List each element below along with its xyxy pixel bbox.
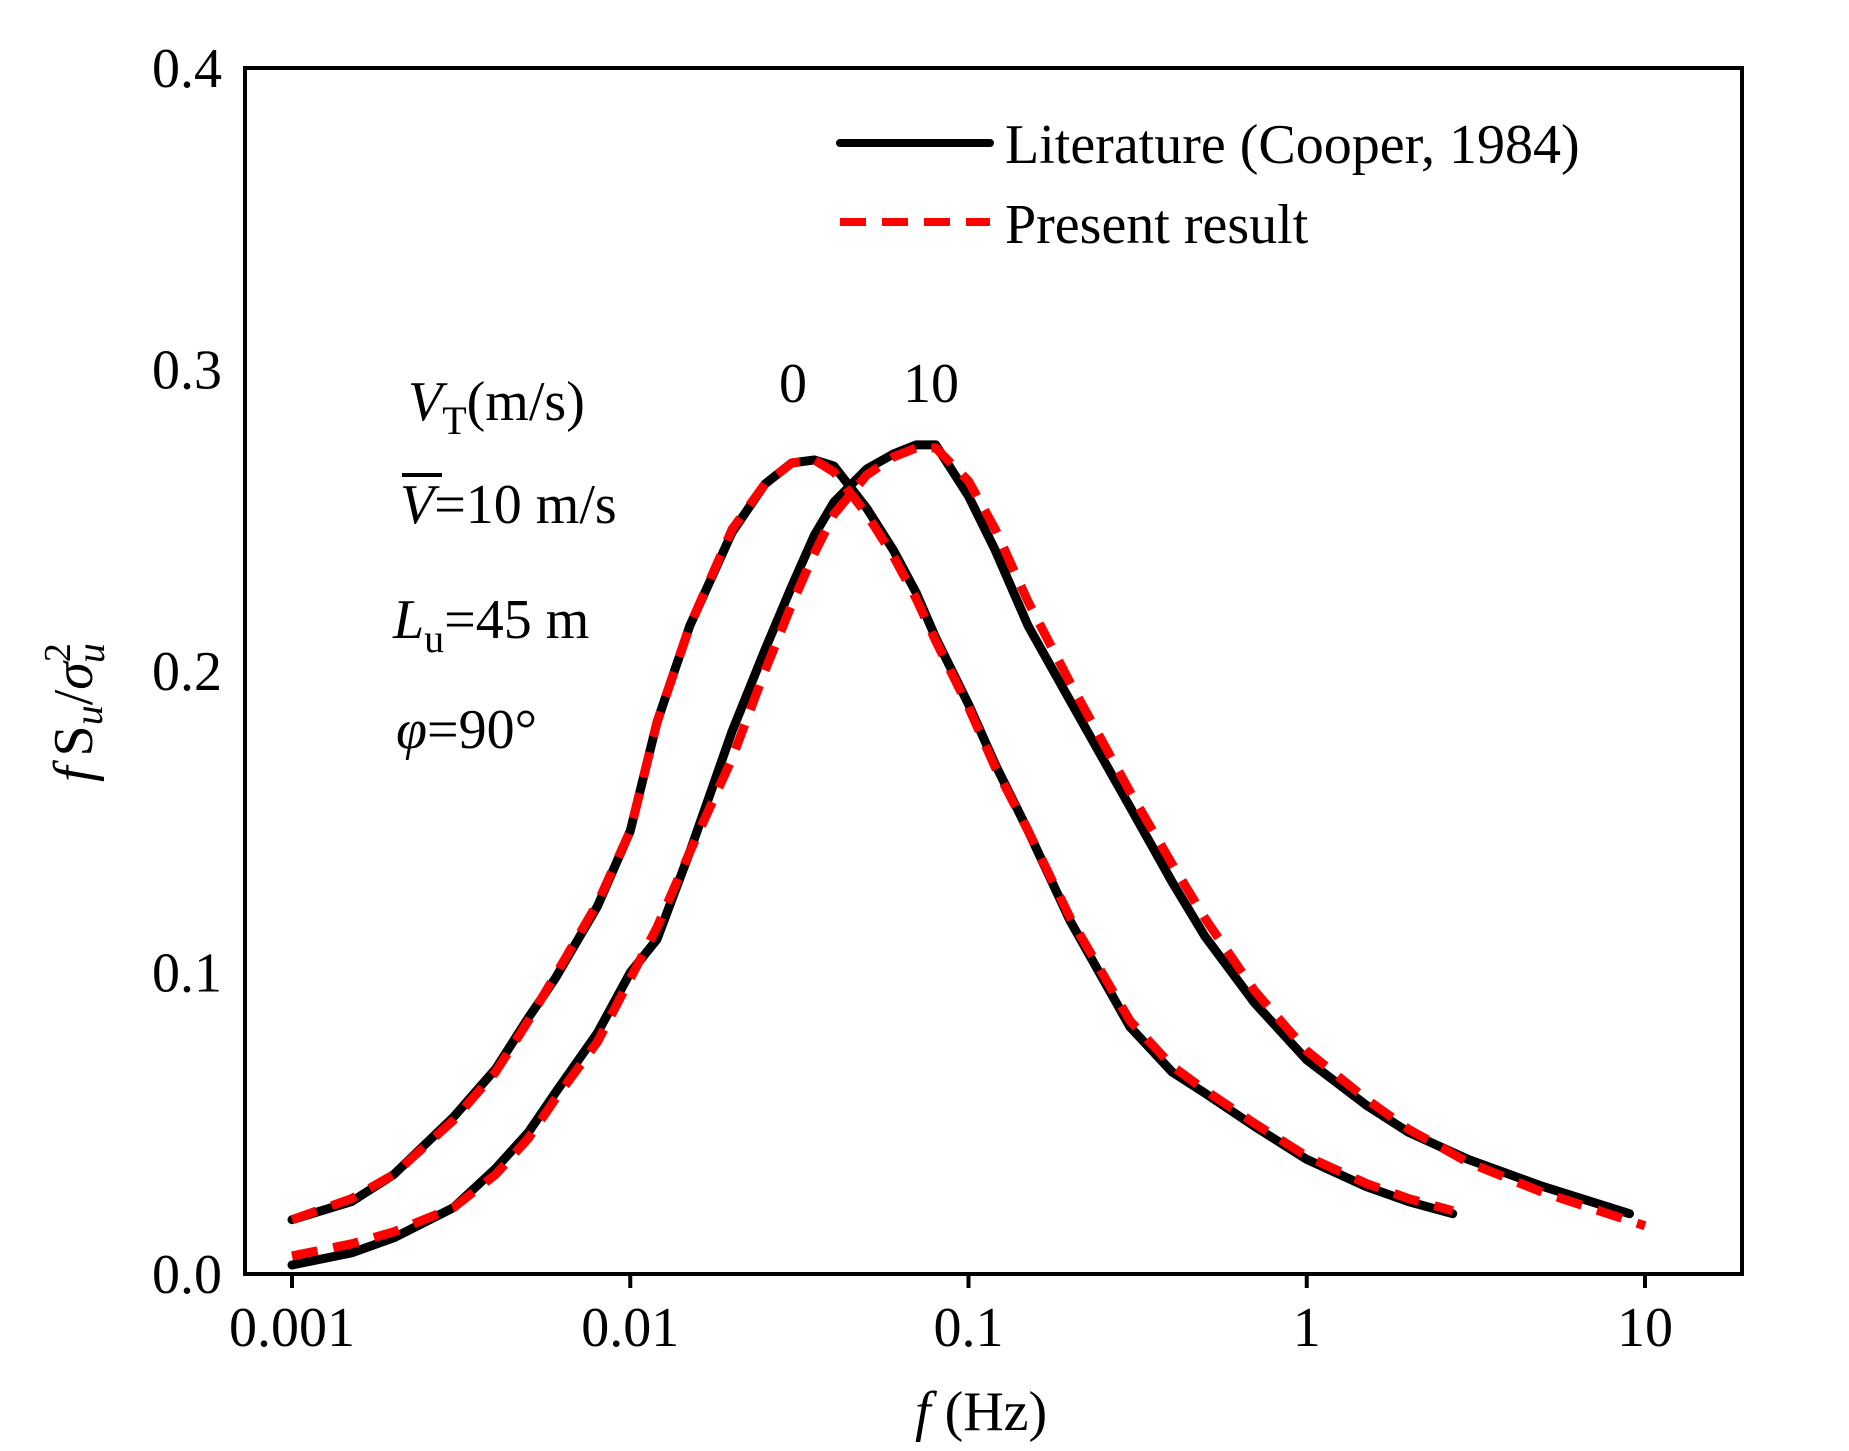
x-axis-label-symbol: f [915,1381,938,1443]
y-axis-label-sq: 2 [37,643,79,662]
annotation-lu: Lu=45 m [392,589,589,661]
curve-label-vt0: 0 [779,353,807,415]
y-tick-label: 0.2 [152,641,222,703]
annotation-vbar-symbol: V [400,474,440,536]
y-tick-label: 0.4 [152,38,222,100]
x-axis: 0.001 0.01 0.1 1 10 [229,1274,1673,1359]
annotation-lu-text: =45 m [444,589,589,651]
series-line-present-vt-0 [290,455,1454,1224]
parameter-annotations: VT(m/s) V=10 m/s Lu=45 m φ=90° 0 10 [392,353,959,761]
y-axis-label-S: S [43,725,105,756]
x-tick-label: 0.1 [934,1297,1004,1359]
annotation-vt-unit: (m/s) [467,371,585,433]
legend-label-literature: Literature (Cooper, 1984) [1005,114,1580,176]
annotation-vt-sub: T [442,398,466,443]
x-tick-label: 0.01 [581,1297,679,1359]
x-tick-label: 1 [1293,1297,1321,1359]
y-axis-label: fSu/σ2u [37,643,113,782]
annotation-lu-symbol: L [392,589,424,651]
annotation-vbar-text: =10 m/s [434,474,617,536]
series-line-literature-vt-10 [287,440,1634,1270]
y-axis: 0.0 0.1 0.2 0.3 0.4 [152,38,222,1306]
y-tick-label: 0.3 [152,340,222,402]
series-line-present-vt-10 [291,443,1647,1261]
x-axis-label-unit: (Hz) [945,1381,1048,1443]
curve-label-vt10: 10 [903,353,959,415]
x-axis-label: f (Hz) [915,1381,1047,1443]
series-layer [287,440,1647,1270]
x-tick-label: 10 [1617,1297,1673,1359]
legend: Literature (Cooper, 1984) Present result [836,114,1580,256]
annotation-vt-symbol: V [408,371,448,433]
svg-text:fSu/σ2u: fSu/σ2u [37,643,113,782]
y-axis-label-u: u [66,705,111,725]
annotation-lu-sub: u [424,616,444,661]
x-tick-label: 0.001 [229,1297,355,1359]
y-tick-label: 0.1 [152,943,222,1005]
annotation-vt: VT(m/s) [408,371,585,443]
y-axis-label-f: f [43,759,105,782]
y-tick-label: 0.0 [152,1244,222,1306]
legend-label-present: Present result [1005,194,1309,256]
y-axis-label-u2: u [68,643,113,663]
plot-frame [243,66,1744,1276]
annotation-vbar: V=10 m/s [400,474,617,536]
annotation-phi-symbol: φ [396,699,427,761]
annotation-phi-text: =90° [427,699,537,761]
annotation-phi: φ=90° [396,699,537,761]
y-axis-label-sigma: σ [43,660,105,690]
